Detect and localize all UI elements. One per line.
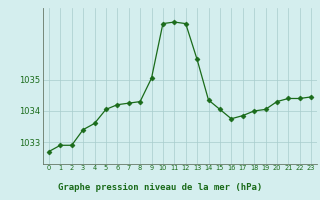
Text: Graphe pression niveau de la mer (hPa): Graphe pression niveau de la mer (hPa) (58, 183, 262, 192)
